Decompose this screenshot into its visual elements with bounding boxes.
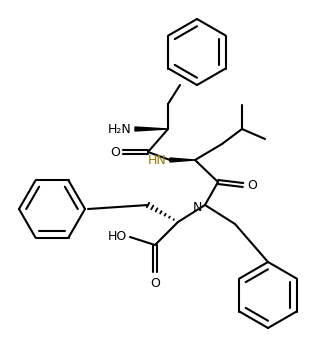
Text: HN: HN — [148, 154, 167, 166]
Text: O: O — [247, 178, 257, 191]
Polygon shape — [170, 158, 195, 162]
Polygon shape — [135, 127, 168, 131]
Text: H₂N: H₂N — [108, 122, 132, 136]
Text: O: O — [110, 146, 120, 159]
Text: HO: HO — [108, 231, 127, 243]
Text: N: N — [193, 201, 202, 213]
Text: O: O — [150, 277, 160, 290]
